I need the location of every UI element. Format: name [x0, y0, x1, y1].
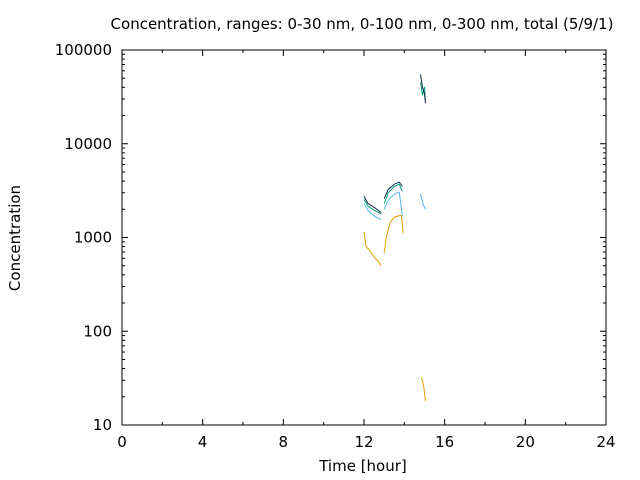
x-tick-label: 4: [198, 433, 208, 451]
series-line: [383, 183, 403, 204]
series-line: [363, 203, 382, 221]
x-axis-label: Time [hour]: [318, 457, 407, 475]
series-line: [383, 191, 403, 216]
series-line: [383, 214, 404, 254]
x-tick-label: 0: [117, 433, 127, 451]
x-tick-label: 20: [516, 433, 535, 451]
y-tick-label: 10: [93, 416, 112, 434]
x-tick-label: 16: [435, 433, 454, 451]
x-tick-label: 12: [354, 433, 373, 451]
series-line: [363, 199, 382, 215]
y-tick-label: 10000: [64, 135, 112, 153]
series-line: [363, 231, 382, 266]
y-axis-label: Concentration: [6, 185, 24, 291]
y-tick-label: 100000: [55, 41, 112, 59]
axis-ticks: [121, 49, 607, 426]
y-tick-label: 1000: [74, 229, 112, 247]
x-tick-label: 24: [596, 433, 615, 451]
series-layer: [363, 74, 426, 402]
series-line: [420, 74, 426, 104]
series-line: [383, 181, 403, 199]
series-line: [420, 194, 426, 210]
y-tick-label: 100: [83, 322, 112, 340]
plot-frame: [121, 49, 607, 426]
y-tick-labels: 10 100 1000 10000 100000: [55, 41, 112, 434]
series-line: [363, 196, 382, 213]
chart-title: Concentration, ranges: 0-30 nm, 0-100 nm…: [111, 15, 614, 33]
series-line: [421, 377, 426, 402]
x-tick-labels: 0 4 8 12 16 20 24: [117, 433, 615, 451]
x-tick-label: 8: [279, 433, 289, 451]
